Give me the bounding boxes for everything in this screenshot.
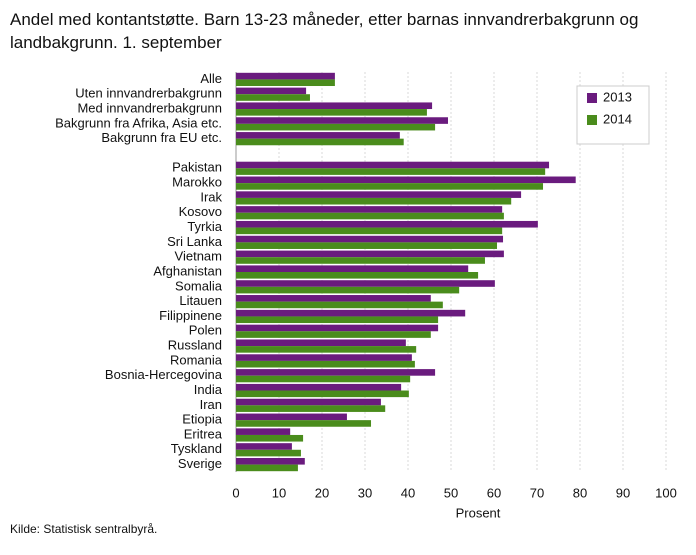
bar	[236, 272, 479, 279]
legend-label: 2014	[603, 111, 632, 126]
source: Kilde: Statistisk sentralbyrå.	[10, 522, 157, 536]
y-tick-label: Etiopia	[182, 412, 223, 427]
bar	[236, 183, 544, 190]
bar	[236, 176, 576, 184]
y-tick-label: Polen	[189, 323, 222, 338]
x-tick-label: 50	[444, 485, 458, 500]
bar	[236, 123, 436, 131]
bar	[236, 168, 546, 175]
bar	[236, 72, 335, 80]
bar	[236, 405, 386, 412]
bar	[236, 79, 335, 87]
bar	[236, 161, 550, 169]
x-tick-label: 10	[272, 485, 286, 500]
x-tick-label: 0	[232, 485, 239, 500]
y-tick-label: Kosovo	[179, 204, 222, 219]
bar	[236, 87, 307, 95]
bar	[236, 434, 304, 442]
bar	[236, 286, 460, 294]
x-tick-label: 20	[315, 485, 329, 500]
bar	[236, 265, 469, 272]
bar	[236, 354, 412, 361]
x-tick-label: 70	[530, 485, 544, 500]
y-tick-label: Irak	[200, 189, 222, 204]
bar	[236, 257, 485, 264]
bar	[236, 339, 406, 347]
y-tick-label: India	[194, 382, 223, 397]
y-tick-label: Afghanistan	[153, 263, 222, 278]
y-tick-label: Marokko	[172, 175, 222, 190]
y-tick-label: Somalia	[175, 278, 223, 293]
chart-title: Andel med kontantstøtte. Barn 13-23 måne…	[10, 10, 639, 52]
x-axis-label: Prosent	[456, 505, 501, 520]
bar	[236, 191, 522, 198]
bar	[236, 383, 402, 391]
y-tick-label: Uten innvandrerbakgrunn	[75, 86, 222, 101]
y-tick-label: Bakgrunn fra EU etc.	[101, 130, 222, 145]
y-tick-label: Pakistan	[172, 160, 222, 175]
bar	[236, 197, 512, 205]
x-tick-label: 90	[616, 485, 630, 500]
bar	[236, 235, 504, 243]
bar	[236, 420, 372, 427]
x-tick-label: 40	[401, 485, 415, 500]
bar	[236, 375, 411, 383]
legend-label: 2013	[603, 89, 632, 104]
bar	[236, 212, 504, 220]
y-tick-label: Russland	[168, 338, 222, 353]
bar	[236, 413, 347, 421]
legend-swatch	[587, 93, 597, 103]
y-tick-label: Bakgrunn fra Afrika, Asia etc.	[55, 115, 222, 130]
bar	[236, 331, 431, 338]
bar	[236, 301, 443, 309]
x-tick-label: 100	[655, 485, 677, 500]
bar	[236, 390, 409, 398]
bar	[236, 309, 466, 317]
bar	[236, 117, 448, 124]
bar	[236, 346, 417, 353]
y-tick-label: Sverige	[178, 456, 222, 471]
bar	[236, 369, 436, 376]
bar	[236, 280, 495, 287]
y-tick-label: Med innvandrerbakgrunn	[77, 100, 222, 115]
y-tick-label: Bosnia-Hercegovina	[105, 367, 223, 382]
y-tick-label: Alle	[200, 71, 222, 86]
bar	[236, 324, 439, 332]
bar	[236, 220, 538, 228]
bar	[236, 94, 310, 101]
bar	[236, 360, 415, 368]
bar	[236, 206, 503, 213]
y-tick-label: Eritrea	[184, 426, 223, 441]
x-tick-label: 30	[358, 485, 372, 500]
bar	[236, 464, 298, 472]
bar	[236, 132, 400, 139]
y-tick-label: Tyrkia	[187, 219, 222, 234]
y-tick-label: Vietnam	[175, 249, 222, 264]
bar	[236, 109, 427, 116]
legend-swatch	[587, 115, 597, 125]
y-tick-label: Filippinene	[159, 308, 222, 323]
bar	[236, 443, 292, 450]
bar	[236, 398, 381, 406]
bar	[236, 102, 433, 110]
y-tick-label: Iran	[200, 397, 222, 412]
y-tick-label: Romania	[170, 352, 223, 367]
y-tick-label: Litauen	[179, 293, 222, 308]
bar	[236, 316, 439, 324]
bar	[236, 138, 404, 146]
bar	[236, 250, 504, 258]
bar	[236, 242, 498, 249]
x-tick-label: 80	[573, 485, 587, 500]
bar	[236, 428, 291, 435]
bar	[236, 295, 431, 302]
y-tick-label: Tyskland	[171, 441, 222, 456]
y-tick-label: Sri Lanka	[167, 234, 223, 249]
bar	[236, 227, 503, 235]
bar	[236, 449, 301, 457]
x-tick-label: 60	[487, 485, 501, 500]
bar	[236, 457, 305, 465]
